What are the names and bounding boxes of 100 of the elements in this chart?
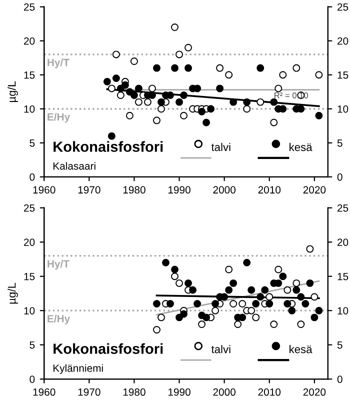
point bbox=[230, 300, 238, 308]
point bbox=[274, 84, 282, 92]
ref-line-label: E/Hy bbox=[48, 112, 70, 123]
point bbox=[152, 116, 160, 124]
text: Kokonaisfosfori bbox=[54, 141, 163, 152]
y-tick-label: 10 bbox=[24, 307, 35, 314]
point bbox=[261, 286, 269, 294]
point bbox=[171, 23, 179, 31]
point bbox=[315, 71, 323, 79]
point bbox=[176, 98, 184, 106]
text: Kalasaari bbox=[53, 162, 96, 170]
point bbox=[202, 118, 210, 126]
point bbox=[184, 64, 192, 72]
point bbox=[103, 78, 111, 86]
legend-label: kesä bbox=[290, 142, 312, 152]
y-tick-label: 15 bbox=[24, 71, 35, 79]
y2-tick-label: 15 bbox=[338, 272, 348, 280]
point bbox=[112, 50, 120, 58]
y-tick-label: 0 bbox=[30, 173, 35, 181]
x-tick-label: 1960 bbox=[33, 388, 56, 396]
y-tick-label: 25 bbox=[24, 3, 35, 11]
y-axis-title: µg/L bbox=[8, 282, 18, 304]
point bbox=[310, 293, 318, 301]
y2-tick-label: 0 bbox=[337, 376, 342, 383]
x-tick-label: 2020 bbox=[303, 388, 326, 396]
point bbox=[121, 81, 129, 89]
point bbox=[279, 71, 287, 79]
point bbox=[189, 286, 197, 294]
point bbox=[152, 300, 160, 308]
legend-label: talvi bbox=[211, 142, 230, 152]
y2-tick-label: 20 bbox=[338, 238, 348, 246]
point bbox=[284, 286, 292, 294]
point bbox=[171, 64, 179, 72]
point bbox=[243, 258, 251, 266]
y-tick-label: 20 bbox=[24, 37, 35, 45]
y-tick-label: 10 bbox=[24, 105, 35, 113]
point bbox=[243, 98, 251, 106]
point bbox=[180, 310, 188, 318]
point bbox=[266, 300, 274, 308]
point bbox=[198, 108, 206, 116]
point bbox=[184, 279, 192, 287]
y-tick-label: 0 bbox=[30, 376, 35, 383]
legend-label: kesä bbox=[290, 345, 312, 354]
point bbox=[252, 300, 260, 308]
point bbox=[315, 306, 323, 314]
point bbox=[180, 112, 188, 120]
y-tick-label: 5 bbox=[30, 139, 35, 147]
point bbox=[266, 293, 274, 301]
point bbox=[148, 84, 156, 92]
point bbox=[176, 50, 184, 58]
point bbox=[292, 64, 300, 72]
ref-line-label: E/Hy bbox=[48, 314, 70, 324]
point bbox=[270, 98, 278, 106]
point bbox=[198, 320, 206, 328]
point bbox=[112, 74, 120, 82]
point bbox=[158, 314, 165, 322]
y-tick-label: 20 bbox=[24, 238, 35, 246]
point bbox=[256, 64, 264, 72]
point bbox=[166, 300, 174, 308]
x-tick-label: 2020 bbox=[303, 186, 326, 194]
point bbox=[202, 314, 210, 322]
point bbox=[292, 286, 300, 294]
text: Kokonaisfosfori bbox=[54, 343, 163, 354]
point bbox=[279, 272, 287, 280]
point bbox=[248, 306, 256, 314]
point bbox=[302, 300, 310, 308]
y2-tick-label: 15 bbox=[338, 71, 348, 79]
point bbox=[292, 279, 300, 287]
point bbox=[297, 293, 305, 301]
point bbox=[126, 112, 134, 120]
point bbox=[225, 286, 233, 294]
point bbox=[248, 286, 256, 294]
x-tick-label: 2010 bbox=[258, 388, 281, 396]
point bbox=[158, 105, 165, 113]
point bbox=[212, 306, 220, 314]
point bbox=[194, 300, 202, 308]
text: Kylänniemi bbox=[53, 364, 103, 374]
ref-line-label: Hy/T bbox=[48, 58, 70, 68]
point bbox=[243, 105, 251, 113]
x-tick-label: 1990 bbox=[168, 388, 190, 396]
point bbox=[306, 245, 314, 253]
point bbox=[116, 92, 124, 99]
point bbox=[207, 105, 215, 113]
y2-tick-label: 20 bbox=[338, 37, 348, 45]
point bbox=[270, 320, 278, 328]
point bbox=[180, 92, 188, 99]
y2-tick-label: 10 bbox=[338, 307, 348, 314]
y-tick-label: 5 bbox=[30, 341, 35, 349]
x-tick-label: 1960 bbox=[33, 186, 56, 194]
y-axis-title: µg/L bbox=[8, 81, 18, 102]
point bbox=[256, 293, 264, 301]
y2-tick-label: 5 bbox=[337, 341, 342, 349]
ref-line-label: Hy/T bbox=[48, 260, 70, 270]
point bbox=[310, 314, 318, 322]
y-tick-label: 15 bbox=[24, 272, 35, 280]
point bbox=[230, 98, 238, 106]
x-tick-label: 2000 bbox=[213, 388, 236, 396]
x-tick-label: 2010 bbox=[258, 186, 281, 194]
y2-tick-label: 25 bbox=[338, 3, 348, 11]
point bbox=[274, 266, 282, 274]
